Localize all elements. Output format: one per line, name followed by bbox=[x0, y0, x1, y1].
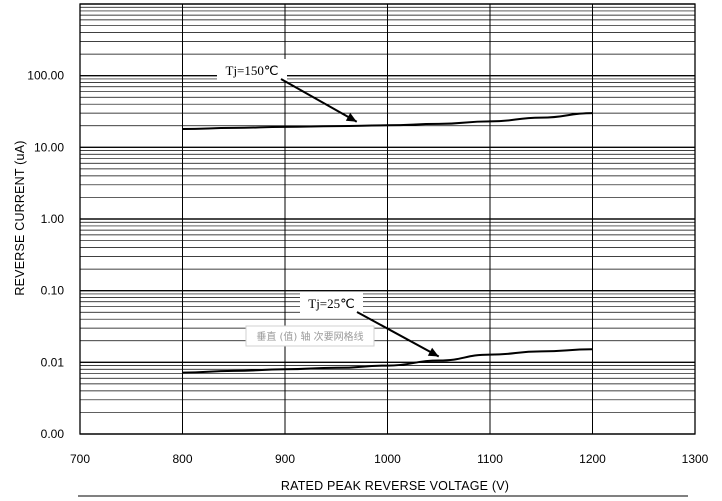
annotation-box bbox=[300, 292, 363, 314]
y-tick-label: 10.00 bbox=[34, 140, 64, 154]
x-tick-labels: 700 800 900 1000 1100 1200 1300 bbox=[70, 452, 709, 466]
annotation-arrowhead bbox=[345, 112, 357, 122]
y-tick-label: 100.00 bbox=[27, 69, 64, 83]
y-tick-label: 1.00 bbox=[41, 212, 65, 226]
plot-frame bbox=[79, 3, 696, 435]
x-tick-label: 800 bbox=[172, 452, 192, 466]
x-tick-label: 1300 bbox=[682, 452, 709, 466]
x-tick-label: 1100 bbox=[477, 452, 503, 466]
series-line bbox=[182, 348, 593, 374]
annotation-box bbox=[217, 59, 287, 81]
plot-border bbox=[79, 3, 696, 435]
annotation-label: Tj=25℃ bbox=[308, 296, 354, 311]
annotation-arrow bbox=[280, 78, 358, 123]
watermark-box bbox=[245, 325, 375, 347]
annotation-arrowhead bbox=[427, 347, 439, 357]
annotation-layer: Tj=150℃ Tj=25℃ bbox=[217, 59, 440, 358]
x-tick-label: 900 bbox=[275, 452, 295, 466]
watermark: 垂直 (值) 轴 次要网格线 bbox=[245, 325, 375, 347]
x-tick-label: 1200 bbox=[579, 452, 606, 466]
x-axis-title: RATED PEAK REVERSE VOLTAGE (V) bbox=[281, 479, 509, 493]
x-tick-label: 1000 bbox=[374, 452, 401, 466]
grid-lines bbox=[79, 3, 696, 435]
y-tick-label: 0.01 bbox=[41, 355, 65, 369]
series-line bbox=[182, 112, 593, 130]
annotation-label: Tj=150℃ bbox=[226, 63, 279, 78]
watermark-label: 垂直 (值) 轴 次要网格线 bbox=[256, 330, 363, 343]
series-layer bbox=[182, 112, 593, 374]
x-tick-label: 700 bbox=[70, 452, 90, 466]
annotation-arrow bbox=[356, 311, 440, 358]
y-axis-title: REVERSE CURRENT (uA) bbox=[13, 140, 27, 295]
y-tick-label: 0.10 bbox=[41, 284, 65, 298]
y-tick-labels: 0.00 0.01 0.10 1.00 10.00 100.00 bbox=[27, 69, 64, 441]
y-tick-label: 0.00 bbox=[41, 427, 65, 441]
